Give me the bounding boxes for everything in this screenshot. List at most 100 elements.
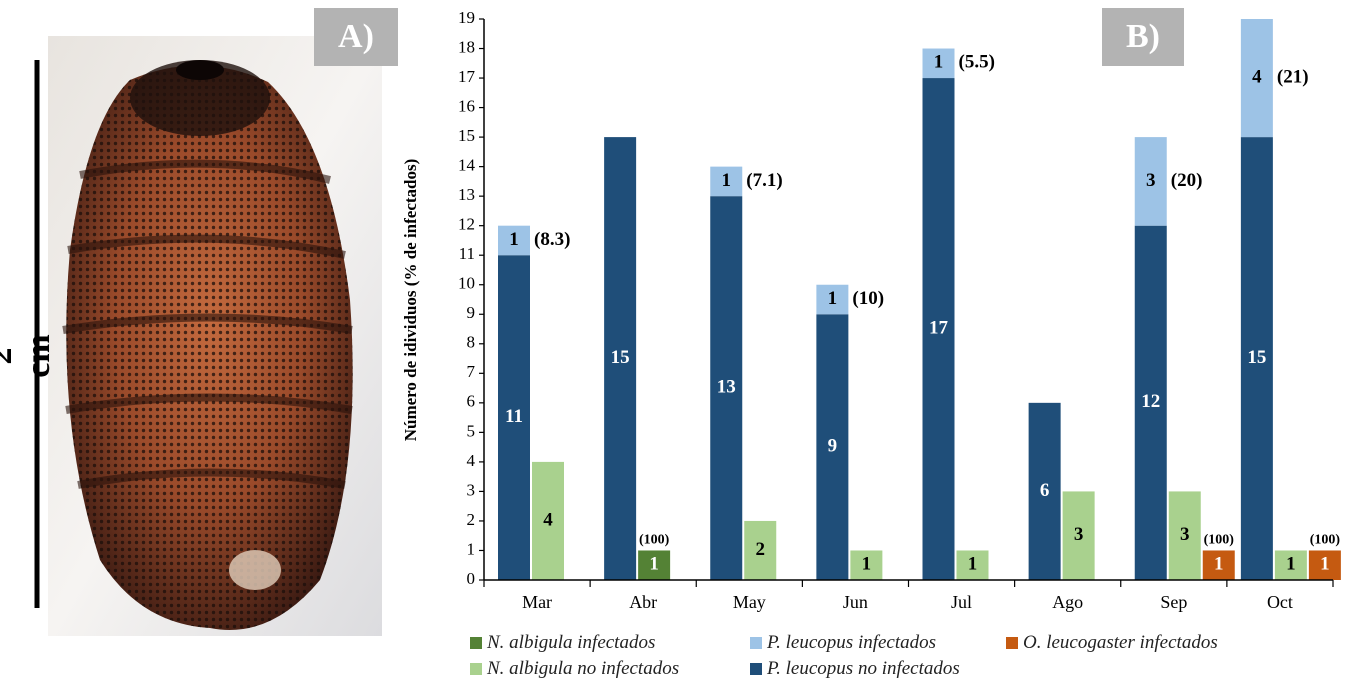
- legend-item-pl-inf: P. leucopus infectados: [750, 632, 936, 654]
- label-ol-inf-pct: (100): [1310, 533, 1341, 548]
- y-tick-label: 10: [458, 274, 475, 293]
- label-pl-inf-pct: (8.3): [534, 229, 570, 250]
- label-pl-inf-pct: (10): [852, 288, 884, 309]
- y-tick-label: 4: [467, 451, 476, 470]
- legend-swatch: [1006, 637, 1018, 649]
- panel-tag-b: B): [1102, 8, 1184, 66]
- legend-label: N. albigula infectados: [487, 632, 656, 653]
- label-pl-inf: 1: [509, 229, 519, 250]
- label-pl-no: 6: [1040, 480, 1050, 501]
- y-tick-label: 9: [467, 303, 476, 322]
- y-tick-label: 7: [467, 362, 476, 381]
- label-na-no: 1: [968, 554, 978, 575]
- y-axis-label: Número de idividuos (% de infectados): [401, 159, 420, 442]
- label-pl-inf-pct: (5.5): [959, 52, 995, 73]
- bar-pl-no-jun: [816, 314, 849, 580]
- label-na-no: 4: [543, 509, 553, 530]
- y-tick-label: 3: [467, 480, 476, 499]
- legend-item-na-inf: N. albigula infectados: [470, 632, 655, 654]
- label-na-no: 3: [1180, 524, 1190, 545]
- y-tick-label: 12: [458, 215, 475, 234]
- x-tick-label-may: May: [733, 592, 766, 612]
- label-pl-no: 11: [505, 406, 523, 427]
- legend: N. albigula infectados P. leucopus infect…: [470, 632, 1330, 688]
- label-pl-no: 9: [828, 435, 838, 456]
- legend-swatch: [470, 663, 482, 675]
- legend-item-na-no: N. albigula no infectados: [470, 658, 679, 680]
- bar-pl-no-sep: [1134, 225, 1167, 580]
- bar-pl-inf-oct: [1240, 19, 1273, 138]
- bar-pl-inf-jun: [816, 284, 849, 315]
- label-pl-inf: 1: [934, 52, 944, 73]
- legend-swatch: [750, 663, 762, 675]
- y-tick-label: 2: [467, 510, 476, 529]
- y-tick-label: 11: [459, 244, 475, 263]
- label-pl-inf: 4: [1252, 66, 1262, 87]
- y-tick-label: 8: [467, 333, 476, 352]
- x-ticks-group: Mar Abr May Jun Jul Ago Sep Oct: [483, 580, 1334, 612]
- label-pl-inf: 3: [1146, 170, 1156, 191]
- bar-pl-inf-mar: [498, 225, 530, 256]
- specimen-photo: [34, 36, 382, 636]
- label-pl-inf: 1: [722, 170, 732, 191]
- bar-na-no-may: [744, 520, 777, 580]
- legend-label: P. leucopus no infectados: [767, 658, 960, 679]
- bar-na-no-oct: [1274, 550, 1307, 580]
- label-pl-no: 12: [1141, 391, 1160, 412]
- label-pl-inf-pct: (7.1): [746, 170, 782, 191]
- y-tick-label: 13: [458, 185, 475, 204]
- label-ol-inf-pct: (100): [1204, 533, 1235, 548]
- y-tick-label: 16: [458, 96, 475, 115]
- x-tick-label-jul: Jul: [951, 592, 972, 612]
- panel-tag-a: A): [314, 8, 398, 66]
- y-tick-label: 17: [458, 67, 476, 86]
- bar-na-inf-abr: [638, 550, 671, 580]
- y-tick-label: 18: [458, 37, 475, 56]
- label-ol-inf: 1: [1320, 554, 1330, 575]
- label-na-no: 1: [1286, 554, 1296, 575]
- bar-na-no-jun: [850, 550, 883, 580]
- legend-item-pl-no: P. leucopus no infectados: [750, 658, 960, 680]
- bar-na-no-ago: [1062, 491, 1095, 580]
- label-pl-inf: 1: [828, 288, 838, 309]
- bar-pl-inf-sep: [1134, 137, 1167, 226]
- bar-pl-no-abr: [604, 137, 637, 580]
- y-tick-label: 6: [467, 392, 476, 411]
- legend-item-ol-inf: O. leucogaster infectados: [1006, 632, 1218, 654]
- legend-swatch: [470, 637, 482, 649]
- label-na-no: 1: [862, 554, 872, 575]
- label-na-no: 3: [1074, 524, 1084, 545]
- bar-na-no-sep: [1168, 491, 1201, 580]
- label-pl-inf-pct: (20): [1171, 170, 1203, 191]
- bar-pl-inf-jul: [922, 48, 955, 79]
- label-na-no: 2: [756, 539, 766, 560]
- label-ol-inf: 1: [1214, 554, 1224, 575]
- label-pl-no: 17: [929, 317, 949, 338]
- bars-group: [498, 19, 1341, 581]
- x-tick-label-sep: Sep: [1160, 592, 1187, 612]
- y-tick-label: 1: [467, 539, 476, 558]
- bar-pl-no-oct: [1240, 137, 1273, 580]
- label-pl-inf-pct: (21): [1277, 66, 1309, 87]
- bar-pl-no-ago: [1028, 402, 1061, 580]
- x-tick-label-jun: Jun: [843, 592, 868, 612]
- label-na-inf: 1: [649, 554, 659, 575]
- y-tick-label: 15: [458, 126, 475, 145]
- x-tick-label-abr: Abr: [629, 592, 657, 612]
- x-tick-label-oct: Oct: [1267, 592, 1293, 612]
- specimen-body: [62, 60, 353, 630]
- y-tick-label: 0: [467, 569, 476, 588]
- bar-na-no-jul: [956, 550, 989, 580]
- bar-na-no-mar: [532, 461, 564, 580]
- x-tick-label-mar: Mar: [522, 592, 552, 612]
- bar-pl-no-jul: [922, 78, 955, 580]
- y-tick-label: 19: [458, 8, 475, 27]
- bar-ol-inf-sep: [1202, 550, 1235, 580]
- label-pl-no: 15: [611, 347, 630, 368]
- bar-ol-inf-oct: [1308, 550, 1341, 580]
- label-pl-no: 15: [1247, 347, 1266, 368]
- legend-label: N. albigula no infectados: [487, 658, 680, 679]
